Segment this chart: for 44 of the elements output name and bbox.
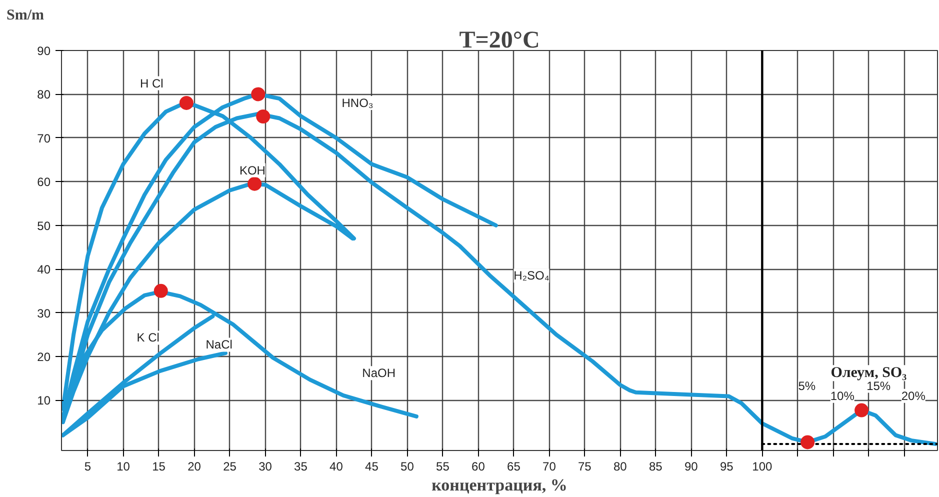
y-tick-label: 20: [37, 350, 51, 364]
x-tick-label: 45: [365, 460, 379, 474]
x-tick-label: 30: [258, 460, 272, 474]
y-tick-label: 90: [37, 44, 51, 58]
x-tick-label: 40: [330, 460, 344, 474]
x-tick-label: 35: [294, 460, 308, 474]
annotation: 15%: [866, 378, 891, 393]
x-tick-label: 50: [400, 460, 414, 474]
x-tick-label: 10: [116, 460, 130, 474]
x-tick-label: 75: [578, 460, 592, 474]
x-tick-label: 70: [542, 460, 556, 474]
series-label: NaCl: [206, 338, 232, 352]
x-tick-label: 15: [152, 460, 166, 474]
y-tick-label: 80: [37, 88, 51, 102]
series-label: H₂SO₄: [514, 268, 550, 283]
y-tick-label: 50: [37, 218, 51, 233]
y-tick-label: 30: [37, 306, 51, 320]
x-tick-label: 95: [720, 460, 734, 474]
y-tick-label: 60: [37, 175, 51, 190]
series-label: NaOH: [362, 366, 396, 380]
x-tick-label: 20: [188, 460, 202, 474]
x-tick-label: 100: [752, 460, 772, 474]
series-label: KOH: [239, 163, 266, 178]
series-label: H Cl: [140, 76, 164, 90]
y-tick-label: 70: [37, 131, 51, 146]
y-axis-title: Sm/m: [6, 8, 45, 24]
x-tick-label: 55: [436, 460, 450, 474]
annotation: 20%: [901, 388, 926, 403]
x-tick-label: 60: [472, 460, 486, 474]
x-tick-label: 80: [614, 460, 628, 474]
y-tick-label: 40: [37, 262, 51, 277]
chart-title: T=20°C: [459, 28, 540, 54]
annotation: 10%: [830, 388, 855, 403]
annotation: 5%: [798, 378, 816, 393]
x-tick-label: 65: [507, 460, 521, 474]
x-axis-title: концентрация, %: [432, 476, 568, 494]
x-tick-label: 5: [84, 460, 92, 474]
x-tick-label: 25: [223, 460, 237, 474]
y-tick-label: 10: [37, 394, 51, 408]
text: HNO₃: [342, 96, 374, 110]
x-tick-label: 90: [684, 460, 698, 474]
annotation: Олеум, SO₃: [830, 365, 908, 382]
series-label: K Cl: [136, 330, 160, 345]
x-tick-label: 85: [649, 460, 663, 474]
